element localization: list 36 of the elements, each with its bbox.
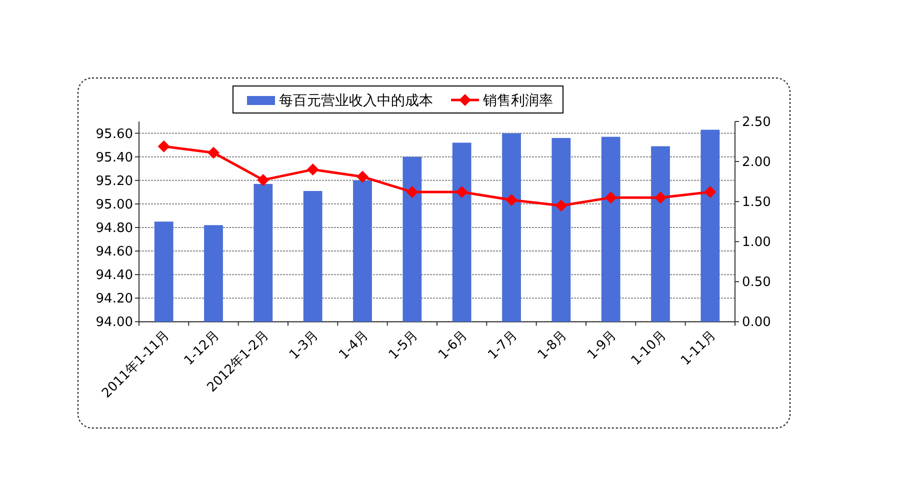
x-tick-label: 1-8月 (535, 328, 570, 363)
x-tick-label: 1-5月 (386, 328, 421, 363)
point (704, 186, 716, 198)
y2-tick-label: 2.50 (742, 115, 771, 130)
point (257, 174, 270, 186)
point (356, 170, 368, 183)
y2-tick-label: 0.50 (742, 275, 771, 290)
y2-tick-label: 1.00 (742, 235, 771, 250)
y-tick-label: 94.60 (96, 244, 133, 260)
point (456, 186, 468, 198)
legend-label: 销售利润率 (482, 93, 553, 109)
y-tick-label: 95.00 (96, 197, 133, 212)
point (555, 200, 568, 212)
point (306, 164, 319, 176)
y2-tick-label: 1.50 (742, 195, 771, 210)
y-tick-label: 95.40 (96, 150, 133, 166)
x-tick-label: 1-4月 (336, 328, 372, 363)
point (406, 186, 418, 198)
y2-tick-label: 2.00 (742, 155, 771, 170)
point (506, 194, 518, 206)
y-tick-label: 94.40 (96, 268, 133, 284)
point (654, 192, 666, 204)
y-tick-label: 94.80 (96, 220, 133, 236)
y-tick-label: 94.00 (96, 315, 133, 330)
legend-label: 每百元营业收入中的成本 (279, 93, 433, 109)
point (604, 192, 617, 204)
y-tick-label: 95.60 (96, 126, 133, 142)
y-tick-label: 95.20 (96, 174, 133, 189)
point (208, 146, 220, 159)
x-tick-label: 1-7月 (486, 328, 520, 363)
x-tick-label: 1-3月 (286, 328, 322, 363)
x-tick-label: 1-9月 (584, 328, 620, 363)
x-tick-label: 1-6月 (436, 328, 471, 363)
y2-tick-label: 0.00 (742, 315, 771, 330)
point (158, 140, 170, 152)
y-tick-label: 94.20 (96, 292, 133, 307)
